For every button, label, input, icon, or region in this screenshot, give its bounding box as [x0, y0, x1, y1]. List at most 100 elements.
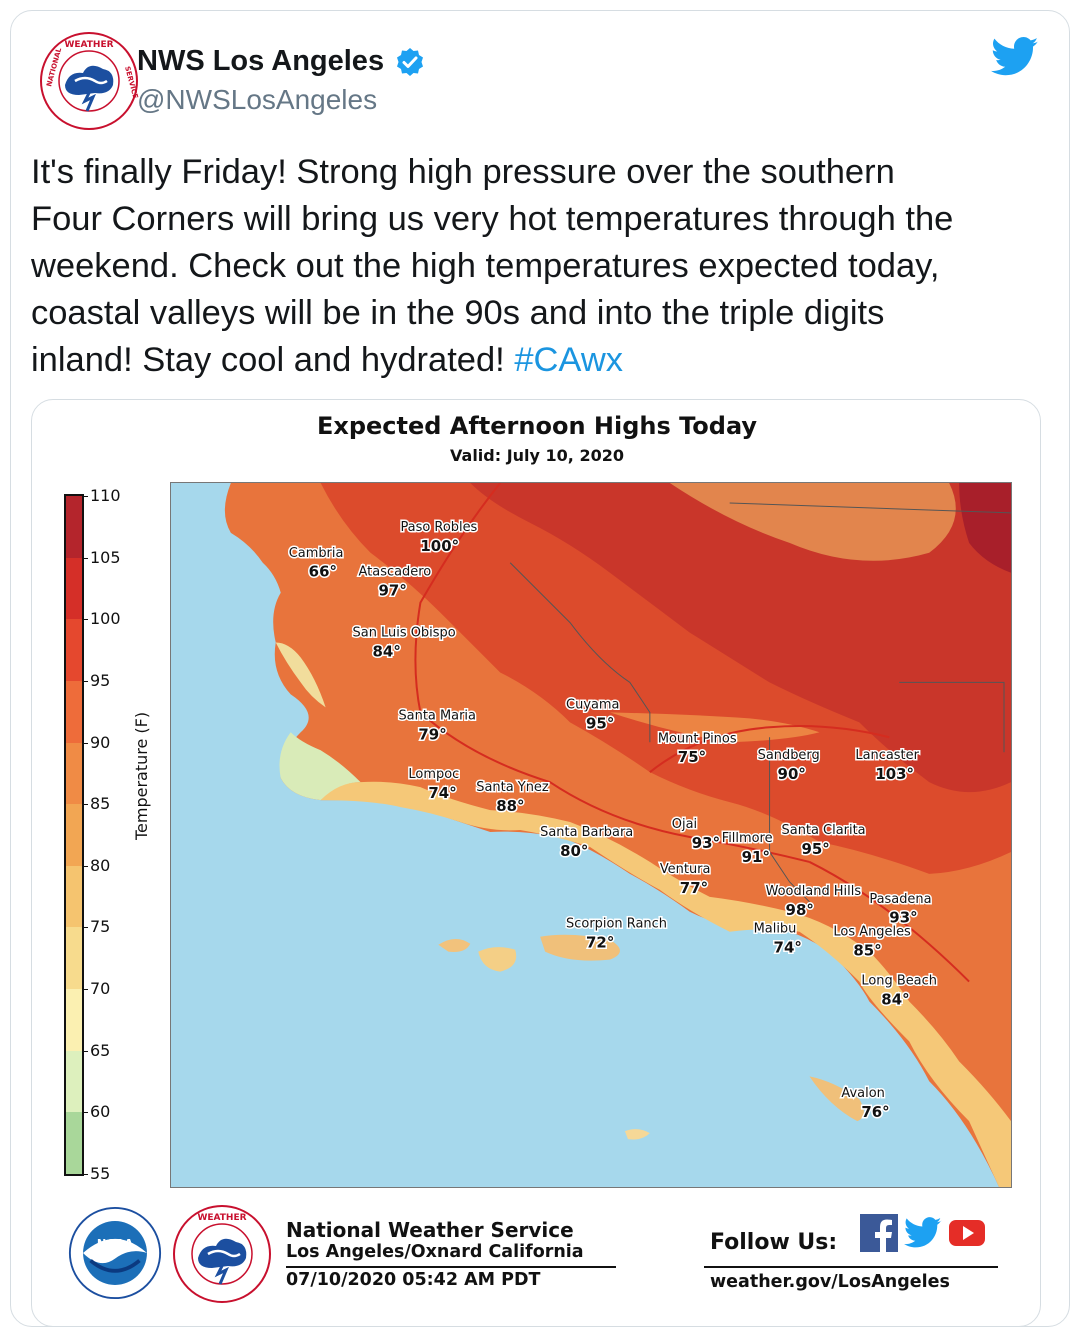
footer-timestamp: 07/10/2020 05:42 AM PDT [286, 1270, 541, 1290]
city-name-label: San Luis Obispo [353, 626, 456, 641]
nws-logo-icon[interactable]: WEATHER NATIONAL SERVICE [39, 31, 139, 131]
city-name-label: Santa Barbara [540, 825, 633, 840]
tweet-media-image[interactable]: Expected Afternoon Highs Today Valid: Ju… [31, 399, 1041, 1327]
author-name[interactable]: NWS Los Angeles [137, 45, 385, 77]
colorbar-tick-mark [82, 1174, 88, 1175]
city-name-label: Atascadero [359, 565, 432, 580]
tweet-card: WEATHER NATIONAL SERVICE NWS Los Angeles… [10, 10, 1070, 1327]
city-temperature-label: 80° [560, 842, 588, 860]
footer-org: National Weather Service [286, 1218, 574, 1242]
colorbar-segment [66, 742, 82, 805]
city-temperature-label: 93° [889, 909, 917, 927]
colorbar-segment [66, 804, 82, 866]
colorbar-segment [66, 865, 82, 928]
colorbar-tick-mark [82, 927, 88, 929]
colorbar-segment [66, 1050, 82, 1113]
tweet-text-line: It's finally Friday! Strong high pressur… [31, 153, 895, 191]
temperature-map: Paso Robles 100° Cambria 66° Atascadero 97° Sa… [170, 482, 1012, 1188]
colorbar-tick-label: 80 [90, 855, 111, 875]
colorbar-segment [66, 619, 82, 681]
colorbar-tick-label: 95 [90, 670, 111, 690]
coastal-cool [279, 732, 361, 801]
freeway [649, 725, 890, 773]
colorbar-segment [66, 680, 82, 743]
island [478, 947, 517, 972]
tweet-text-line: coastal valleys will be in the 90s and i… [31, 294, 885, 332]
county-line [729, 502, 1011, 514]
city-name-label: Sandberg [758, 748, 820, 763]
city-temperature-label: 90° [778, 765, 806, 783]
city-temperature-label: 98° [786, 901, 814, 919]
colorbar-tick-label: 60 [90, 1102, 111, 1122]
colorbar-tick-mark [82, 865, 88, 867]
city-name-label: Lompoc [408, 767, 459, 782]
author-handle[interactable]: @NWSLosAngeles [137, 84, 378, 115]
colorbar-tick-label: 85 [90, 794, 111, 814]
county-line [509, 562, 651, 743]
footer-divider [286, 1266, 616, 1268]
city-temperature-label: 72° [586, 934, 614, 952]
city-temperature-label: 88° [496, 797, 524, 815]
city-temperature-label: 75° [678, 748, 706, 766]
nws-logo-icon: WEATHER [173, 1205, 271, 1303]
city-temperature-label: 95° [586, 714, 614, 732]
colorbar-segment [66, 927, 82, 989]
city-name-label: Cambria [289, 546, 344, 561]
city-name-label: Ojai [672, 817, 697, 832]
city-temperature-label: 79° [418, 725, 446, 743]
colorbar-tick-mark [82, 1050, 88, 1052]
city-name-label: Santa Clarita [782, 823, 866, 838]
colorbar-tick-mark [82, 1112, 88, 1114]
city-name-label: Santa Ynez [476, 780, 549, 795]
temperature-colorbar [64, 494, 84, 1176]
city-temperature-label: 95° [801, 840, 829, 858]
colorbar-tick-label: 55 [90, 1164, 111, 1183]
mountains [669, 483, 956, 561]
footer-divider [704, 1266, 998, 1268]
county-line [769, 737, 810, 903]
city-name-label: Santa Maria [398, 708, 476, 723]
map-title: Expected Afternoon Highs Today [316, 412, 758, 440]
twitter-bird-icon[interactable] [991, 37, 1039, 77]
tweet-text-line: Four Corners will bring us very hot temp… [31, 200, 954, 238]
noaa-logo-icon: NOAA [68, 1206, 162, 1300]
city-name-label: Woodland Hills [766, 884, 862, 899]
colorbar-tick-label: 90 [90, 732, 111, 752]
colorbar-tick-mark [82, 742, 88, 744]
coastal-band [320, 781, 1011, 1187]
city-temperature-label: 76° [861, 1103, 889, 1121]
colorbar-tick-mark [82, 619, 88, 621]
colorbar-segment [66, 1112, 82, 1174]
colorbar-tick-label: 65 [90, 1040, 111, 1060]
hashtag-link[interactable]: #CAwx [514, 341, 623, 379]
city-temperature-label: 93° [692, 834, 720, 852]
city-temperature-label: 74° [428, 784, 456, 802]
colorbar-tick-label: 75 [90, 917, 111, 937]
city-temperature-label: 84° [373, 643, 401, 661]
colorbar-tick-mark [82, 496, 88, 497]
city-temperature-label: 74° [774, 939, 802, 957]
city-name-label: Long Beach [861, 974, 937, 989]
colorbar-segment [66, 557, 82, 620]
colorbar-tick-label: 110 [90, 486, 121, 505]
city-name-label: Scorpion Ranch [566, 917, 667, 932]
footer-website: weather.gov/LosAngeles [710, 1272, 950, 1292]
facebook-icon [860, 1214, 898, 1252]
city-temperature-label: 103° [875, 765, 914, 783]
colorbar-segment [66, 496, 82, 558]
twitter-icon [904, 1217, 942, 1248]
island [809, 1076, 864, 1122]
island [540, 934, 620, 961]
tweet-text-line: inland! Stay cool and hydrated! #CAwx [31, 337, 1051, 384]
colorbar-tick-mark [82, 680, 88, 682]
city-name-label: Lancaster [855, 748, 919, 763]
colorbar-tick-mark [82, 804, 88, 806]
city-temperature-label: 100° [420, 537, 459, 555]
city-name-label: Los Angeles [833, 925, 911, 940]
svg-text:WEATHER: WEATHER [64, 40, 113, 50]
mountains [609, 712, 820, 743]
footer-office: Los Angeles/Oxnard California [286, 1242, 584, 1262]
colorbar-label: Temperature (F) [132, 711, 151, 840]
svg-text:WEATHER: WEATHER [197, 1213, 246, 1223]
county-line [899, 681, 1005, 753]
